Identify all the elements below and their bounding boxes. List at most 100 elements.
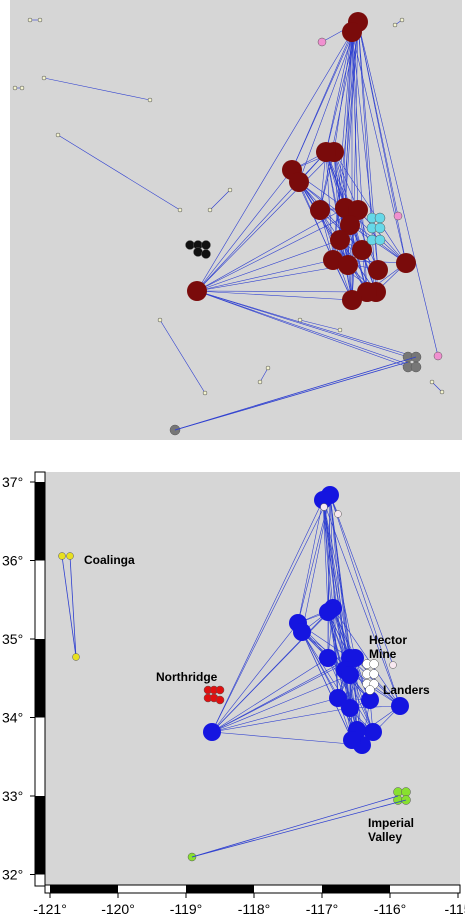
station [289,172,309,192]
station [368,260,388,280]
station [343,731,361,749]
station [330,230,350,250]
link [43,77,151,101]
small-station [392,22,398,28]
lon-bar-segment [322,885,390,893]
connection [211,674,351,733]
small-station [439,389,445,395]
connection [357,21,399,217]
connection [211,731,363,746]
lon-bar-segment [50,885,118,893]
station [341,699,359,717]
small-station [429,379,435,385]
station [342,290,362,310]
link [159,319,206,394]
small-station [399,17,405,23]
station [369,669,379,679]
station [357,282,377,302]
station [334,510,342,518]
axes: 37° 36° 35° 34° 33° 32° -121° -120° -119° -118° -1… [2,471,465,917]
connection [196,239,341,292]
station [187,281,207,301]
connection [319,21,359,211]
connection [196,290,417,368]
station [369,659,379,669]
lon-tick-label: -120° [101,901,135,917]
connection [322,499,329,613]
link [299,319,341,331]
connection [329,494,339,699]
station [317,37,327,47]
small-station [157,317,163,323]
small-station [37,17,43,23]
station [329,689,347,707]
station [361,691,379,709]
connection [174,356,417,431]
lat-tick-label: 35° [2,631,23,647]
station [193,247,203,257]
station [352,240,372,260]
small-station [227,187,233,193]
station [364,723,382,741]
station [310,200,330,220]
small-station [207,207,213,213]
lon-tick-label: -119° [170,901,203,917]
station [215,685,225,695]
connection [196,31,353,292]
connection [322,499,339,699]
connection [196,290,353,301]
connection [191,795,399,858]
station [201,240,211,250]
link [259,367,269,383]
lon-tick-label: -115 [445,901,465,917]
connection [333,151,407,264]
small-station [147,97,153,103]
station [374,222,386,234]
connection [322,499,401,707]
station [365,685,375,695]
station [391,697,409,715]
connection [196,290,417,358]
lon-bar-segment [186,885,254,893]
lon-tick-label: -117° [306,901,339,917]
connection [322,499,351,659]
lat-tick-label: 36° [2,553,23,569]
station [72,653,80,661]
station [401,787,411,797]
connection [332,31,353,261]
small-station [337,327,343,333]
connection [211,707,351,733]
lat-tick-label: 37° [2,474,23,490]
connection [329,494,358,731]
connection [196,290,368,293]
station [320,503,328,511]
station [393,787,403,797]
connection [211,657,351,733]
station [185,240,195,250]
top-map-background [10,0,462,440]
lat-bar-segment [35,639,45,718]
station [433,351,443,361]
station [374,234,386,246]
connection [301,631,353,741]
station [319,649,337,667]
station [389,661,397,669]
station [410,361,422,373]
small-station [12,85,18,91]
station [66,552,74,560]
bottom-network [58,486,411,862]
connection [298,181,334,261]
connection [196,290,409,358]
connection [351,31,407,264]
station [215,695,225,705]
connection [211,697,339,733]
connection [61,555,77,658]
connection [333,31,353,153]
connection [69,555,77,658]
station [203,723,221,741]
connection [351,31,359,211]
link [209,189,231,211]
station [374,212,386,224]
place-label: Hector Mine [369,633,408,661]
